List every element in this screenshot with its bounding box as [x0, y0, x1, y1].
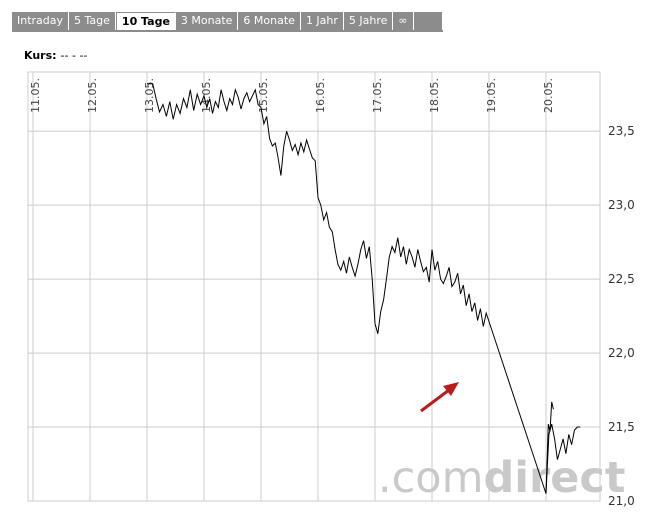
arrow-shaft	[420, 388, 450, 413]
tab-1-jahr[interactable]: 1 Jahr	[300, 12, 344, 30]
x-tick-label: 17.05.	[371, 78, 384, 113]
x-tick-labels: 11.05. 12.05. 13.05. 14.05. 15.05. 16.05. 17.0…	[29, 78, 555, 113]
period-tab-bar: Intraday 5 Tage 10 Tage 3 Monate 6 Monate 1 J…	[12, 12, 442, 30]
tab-max[interactable]: ∞	[393, 12, 414, 30]
x-tick-label: 13.05.	[143, 78, 156, 113]
y-tick-label: 21,5	[608, 420, 635, 434]
annotation-arrow	[420, 382, 459, 413]
y-tick-label: 23,5	[608, 124, 635, 138]
x-tick-label: 18.05.	[428, 78, 441, 113]
tab-intraday[interactable]: Intraday	[12, 12, 70, 30]
tab-3-monate[interactable]: 3 Monate	[175, 12, 239, 30]
kurs-value: -- - --	[60, 49, 88, 62]
comdirect-watermark: .comdirect	[378, 453, 625, 503]
tab-6-monate[interactable]: 6 Monate	[238, 12, 301, 30]
price-line-1	[545, 401, 554, 494]
kurs-label: Kurs:	[24, 49, 57, 62]
kurs-readout: Kurs: -- - --	[24, 49, 87, 62]
x-tick-label: 16.05.	[314, 78, 327, 113]
arrow-head	[443, 382, 459, 396]
tab-5-jahre[interactable]: 5 Jahre	[343, 12, 394, 30]
y-tick-labels: 21,0 21,5 22,0 22,5 23,0 23,5	[608, 124, 635, 508]
x-tick-label: 11.05.	[29, 78, 42, 113]
tab-bar-filler	[413, 12, 442, 30]
plot-frame	[27, 71, 601, 502]
x-tick-label: 15.05.	[257, 78, 270, 113]
y-tick-label: 22,0	[608, 346, 635, 360]
price-series	[147, 83, 581, 494]
watermark-suffix: direct	[484, 453, 626, 503]
y-tick-label: 21,0	[608, 494, 635, 508]
tab-10-tage[interactable]: 10 Tage	[115, 12, 176, 30]
x-tick-label: 14.05.	[200, 78, 213, 113]
tab-underline	[12, 30, 443, 32]
x-tick-label: 12.05.	[86, 78, 99, 113]
chart-grid	[27, 71, 601, 502]
x-tick-label: 20.05.	[542, 78, 555, 113]
watermark-prefix: .com	[378, 453, 484, 503]
tab-5-tage[interactable]: 5 Tage	[69, 12, 116, 30]
price-line-0	[147, 83, 581, 494]
y-tick-label: 23,0	[608, 198, 635, 212]
y-tick-label: 22,5	[608, 272, 635, 286]
x-tick-label: 19.05.	[485, 78, 498, 113]
